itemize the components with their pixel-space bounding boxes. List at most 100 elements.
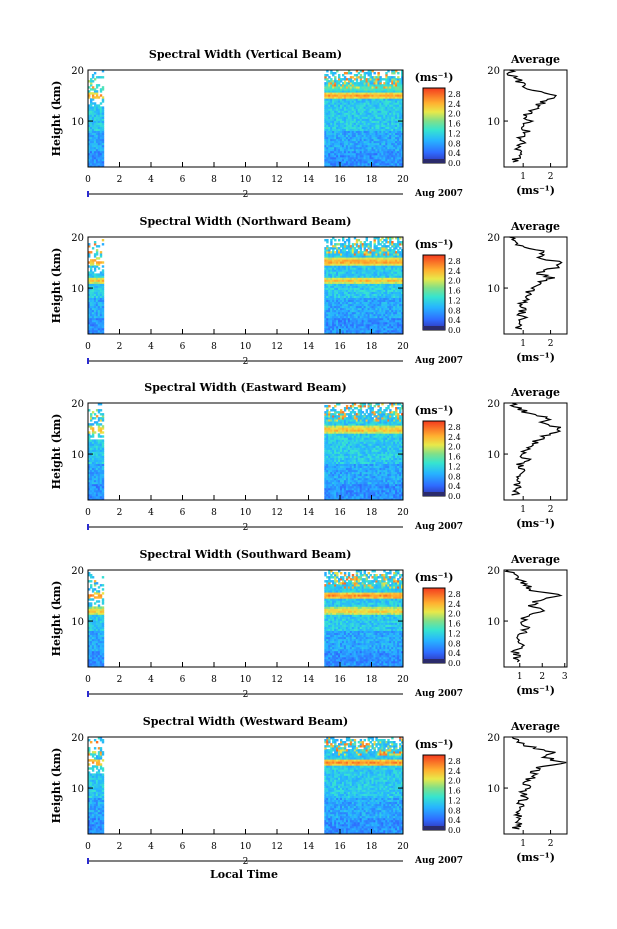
x-tick-label: 1 bbox=[520, 339, 526, 349]
x-tick-label: 16 bbox=[334, 342, 346, 352]
date-label: Aug 2007 bbox=[414, 356, 463, 366]
x-tick-label: 12 bbox=[271, 842, 282, 852]
x-tick-label: 10 bbox=[240, 342, 252, 352]
colorbar-tick-label: 0.4 bbox=[448, 316, 461, 325]
x-tick-label: 2 bbox=[117, 508, 123, 518]
average-title: Average bbox=[510, 53, 560, 66]
x-tick-label: 1 bbox=[517, 672, 523, 682]
panel-title: Spectral Width (Northward Beam) bbox=[140, 215, 352, 228]
average-frame bbox=[503, 69, 568, 168]
y-tick-label: 20 bbox=[487, 233, 500, 244]
y-tick-label: 10 bbox=[71, 617, 84, 628]
colorbar-gradient bbox=[422, 587, 446, 664]
day-label: 2 bbox=[243, 690, 249, 700]
colorbar-gradient bbox=[422, 420, 446, 497]
colorbar-tick-label: 2.4 bbox=[448, 100, 461, 109]
y-tick-label: 10 bbox=[487, 284, 500, 295]
y-axis-label: Height (km) bbox=[50, 581, 63, 657]
day-label: 2 bbox=[243, 523, 249, 533]
colorbar-label: (ms⁻¹) bbox=[415, 238, 454, 251]
y-axis-label: Height (km) bbox=[50, 414, 63, 490]
average-x-label: (ms⁻¹) bbox=[516, 684, 555, 697]
colorbar-tick-label: 0.8 bbox=[448, 639, 461, 648]
x-tick-label: 10 bbox=[240, 675, 252, 685]
average-profile-line bbox=[506, 69, 558, 163]
x-tick-label: 14 bbox=[303, 175, 315, 185]
colorbar-floor bbox=[423, 326, 445, 330]
x-tick-label: 4 bbox=[148, 342, 154, 352]
colorbar-tick-label: 1.2 bbox=[448, 462, 461, 471]
x-tick-label: 20 bbox=[397, 175, 409, 185]
x-tick-label: 2 bbox=[117, 842, 123, 852]
x-tick-label: 14 bbox=[303, 842, 315, 852]
heatmap-panel-1: Spectral Width (Vertical Beam) Height (km… bbox=[50, 48, 463, 200]
x-tick-label: 18 bbox=[366, 175, 378, 185]
panel-title: Spectral Width (Southward Beam) bbox=[139, 548, 351, 561]
colorbar-tick-label: 0.0 bbox=[448, 159, 461, 168]
x-tick-label: 18 bbox=[366, 675, 378, 685]
colorbar-tick-label: 0.0 bbox=[448, 326, 461, 335]
y-axis-label: Height (km) bbox=[50, 248, 63, 324]
average-panel-4: Average 10 20 1 2 3 (ms⁻¹) bbox=[487, 553, 568, 697]
x-tick-label: 6 bbox=[180, 842, 186, 852]
colorbar-tick-label: 1.2 bbox=[448, 296, 461, 305]
x-tick-label: 1 bbox=[520, 172, 526, 182]
x-tick-label: 2 bbox=[548, 505, 554, 515]
heatmap-cells bbox=[88, 70, 404, 168]
x-tick-label: 12 bbox=[271, 342, 282, 352]
x-tick-label: 16 bbox=[334, 175, 346, 185]
colorbar-tick-label: 0.4 bbox=[448, 482, 461, 491]
colorbar-tick-label: 0.4 bbox=[448, 816, 461, 825]
average-profile-line bbox=[509, 402, 562, 496]
colorbar-tick-label: 2.8 bbox=[448, 423, 461, 432]
x-tick-label: 2 bbox=[117, 175, 123, 185]
y-tick-label: 10 bbox=[487, 117, 500, 128]
colorbar-tick-label: 1.6 bbox=[448, 787, 461, 796]
colorbar-tick-label: 0.8 bbox=[448, 806, 461, 815]
panel-title: Spectral Width (Eastward Beam) bbox=[144, 381, 346, 394]
x-tick-label: 0 bbox=[85, 508, 91, 518]
average-panel-1: Average 10 20 1 2 (ms⁻¹) bbox=[487, 53, 568, 197]
x-tick-label: 12 bbox=[271, 508, 282, 518]
y-tick-label: 10 bbox=[487, 784, 500, 795]
colorbar-floor bbox=[423, 492, 445, 496]
x-tick-label: 8 bbox=[211, 842, 217, 852]
average-profile-line bbox=[504, 569, 563, 663]
colorbar-tick-label: 0.8 bbox=[448, 139, 461, 148]
colorbar-tick-label: 2.8 bbox=[448, 90, 461, 99]
colorbar: (ms⁻¹) 2.82.42.01.61.20.80.40.0 bbox=[415, 71, 461, 168]
colorbar-tick-label: 1.2 bbox=[448, 629, 461, 638]
x-tick-label: 20 bbox=[397, 842, 409, 852]
y-tick-label: 10 bbox=[71, 784, 84, 795]
colorbar-tick-label: 2.8 bbox=[448, 757, 461, 766]
average-frame bbox=[503, 236, 568, 335]
colorbar-tick-label: 2.4 bbox=[448, 433, 461, 442]
average-panel-5: Average 10 20 1 2 (ms⁻¹) bbox=[487, 720, 568, 864]
colorbar-tick-label: 2.4 bbox=[448, 600, 461, 609]
colorbar-tick-label: 1.2 bbox=[448, 796, 461, 805]
day-label: 2 bbox=[243, 857, 249, 867]
colorbar-tick-label: 0.8 bbox=[448, 306, 461, 315]
x-tick-label: 18 bbox=[366, 342, 378, 352]
average-x-label: (ms⁻¹) bbox=[516, 351, 555, 364]
colorbar-floor bbox=[423, 826, 445, 830]
colorbar-tick-label: 2.4 bbox=[448, 267, 461, 276]
x-tick-label: 3 bbox=[562, 672, 568, 682]
day-label: 2 bbox=[243, 357, 249, 367]
x-tick-label: 1 bbox=[520, 505, 526, 515]
heatmap-panel-4: Spectral Width (Southward Beam) Height (k… bbox=[50, 548, 463, 700]
colorbar-gradient bbox=[422, 754, 446, 831]
x-tick-label: 0 bbox=[85, 175, 91, 185]
heatmap-panel-5: Spectral Width (Westward Beam) Height (km… bbox=[50, 715, 463, 867]
colorbar-gradient bbox=[422, 254, 446, 331]
y-tick-label: 20 bbox=[487, 733, 500, 744]
heatmap-panel-2: Spectral Width (Northward Beam) Height (k… bbox=[50, 215, 463, 367]
heatmap-cells bbox=[88, 737, 404, 835]
heatmap-panel-3: Spectral Width (Eastward Beam) Height (km… bbox=[50, 381, 463, 533]
x-tick-label: 14 bbox=[303, 508, 315, 518]
y-tick-label: 20 bbox=[71, 566, 84, 577]
x-tick-label: 14 bbox=[303, 675, 315, 685]
x-tick-label: 1 bbox=[520, 839, 526, 849]
average-frame bbox=[503, 402, 568, 501]
